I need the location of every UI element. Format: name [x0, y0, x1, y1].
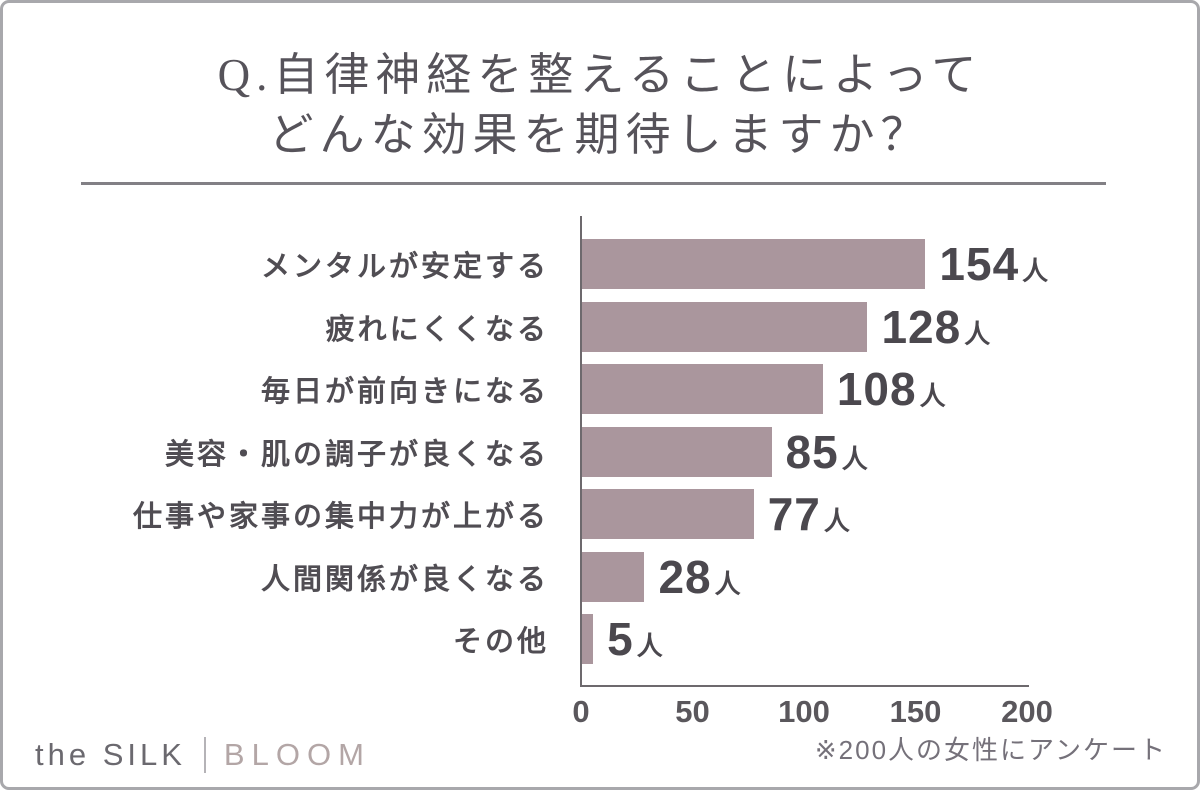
bar — [582, 301, 868, 352]
value-number: 128 — [881, 300, 962, 353]
bar — [582, 489, 754, 540]
x-tick-label: 0 — [572, 694, 590, 729]
value-unit: 人 — [714, 568, 741, 599]
title-divider — [81, 182, 1106, 185]
x-tick-label: 100 — [778, 694, 830, 729]
category-label: 毎日が前向きになる — [260, 376, 549, 409]
value-label: 108 人 — [837, 362, 946, 416]
bar-row: 人間関係が良くなる 28 人 — [3, 546, 1197, 609]
value-label: 28 人 — [658, 550, 740, 604]
x-axis-line — [580, 685, 1029, 687]
bar — [582, 426, 772, 477]
category-label: 美容・肌の調子が良くなる — [164, 438, 549, 471]
value-unit: 人 — [919, 381, 946, 412]
x-tick-label: 150 — [889, 694, 942, 729]
bar-row: 仕事や家事の集中力が上がる 77 人 — [3, 483, 1197, 546]
value-number: 85 — [785, 425, 839, 478]
value-number: 28 — [658, 550, 712, 603]
value-label: 77 人 — [768, 487, 850, 541]
value-unit: 人 — [841, 443, 868, 474]
value-unit: 人 — [964, 318, 991, 349]
bar — [582, 614, 594, 665]
bar-chart: メンタルが安定する 154 人疲れにくくなる 128 人毎日が前向きになる 108 人美容・… — [3, 216, 1197, 736]
x-tick-label: 200 — [1001, 694, 1053, 729]
value-unit: 人 — [1022, 256, 1049, 287]
brand-logo-separator — [203, 737, 206, 773]
y-axis-line — [580, 216, 582, 687]
x-tick-label: 50 — [675, 694, 710, 729]
bar-track: 128 人 — [582, 300, 1028, 354]
brand-logo-right: BLOOM — [223, 737, 371, 772]
bar-row: メンタルが安定する 154 人 — [3, 233, 1197, 296]
category-label: 人間関係が良くなる — [260, 563, 549, 596]
bar-row: 疲れにくくなる 128 人 — [3, 296, 1197, 359]
brand-logo-left: the SILK — [35, 737, 186, 772]
category-label: メンタルが安定する — [260, 251, 549, 284]
value-number: 77 — [767, 488, 821, 541]
x-axis-ticks: 0 50 100 150 200 — [572, 694, 1052, 730]
category-label: その他 — [452, 626, 549, 659]
category-label: 仕事や家事の集中力が上がる — [132, 501, 549, 534]
bar-track: 154 人 — [582, 238, 1048, 290]
chart-title-line2: どんな効果を期待しますか？ — [268, 110, 932, 160]
survey-note: ※200人の女性にアンケート — [814, 735, 1167, 765]
value-label: 85 人 — [786, 425, 868, 479]
bar-row: その他 5 人 — [3, 608, 1197, 671]
bar-rows: メンタルが安定する 154 人疲れにくくなる 128 人毎日が前向きになる 108 人美容・… — [3, 233, 1197, 671]
value-label: 128 人 — [881, 300, 990, 354]
chart-title-line1: Q.自律神経を整えることによって — [217, 50, 983, 100]
bar — [582, 364, 823, 415]
value-number: 5 — [607, 613, 634, 666]
bar — [582, 239, 926, 290]
bar-row: 毎日が前向きになる 108 人 — [3, 358, 1197, 421]
bar-track: 108 人 — [582, 362, 1028, 416]
chart-title: Q.自律神経を整えることによって どんな効果を期待しますか？ — [3, 45, 1197, 165]
bar-row: 美容・肌の調子が良くなる 85 人 — [3, 421, 1197, 484]
value-unit: 人 — [636, 631, 663, 662]
bar — [582, 551, 645, 602]
category-label: 疲れにくくなる — [325, 313, 549, 346]
bar-track: 77 人 — [582, 487, 1028, 541]
value-number: 154 — [939, 238, 1020, 291]
value-number: 108 — [836, 363, 917, 416]
brand-logo: the SILK BLOOM — [35, 737, 371, 773]
value-unit: 人 — [823, 506, 850, 537]
bar-track: 85 人 — [582, 425, 1028, 479]
bar-track: 28 人 — [582, 550, 1028, 604]
value-label: 154 人 — [939, 237, 1048, 291]
